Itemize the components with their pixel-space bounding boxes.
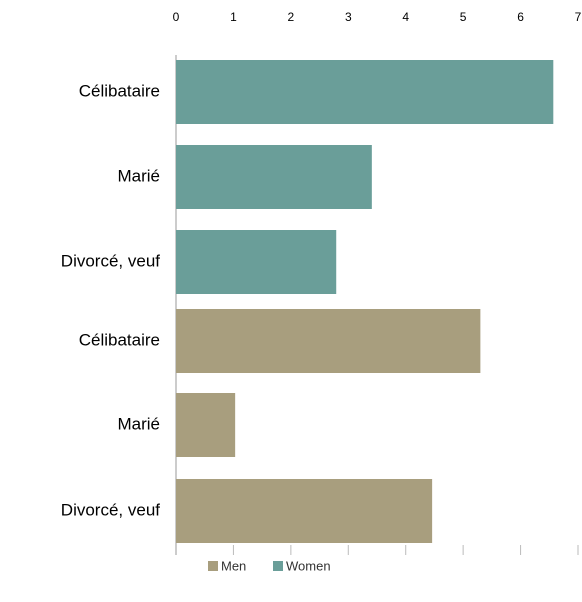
x-tick-label: 2 <box>288 10 295 24</box>
y-tick-label: Célibataire <box>79 81 160 100</box>
y-tick-label: Divorcé, veuf <box>61 251 160 270</box>
legend-label: Women <box>286 558 331 573</box>
legend-swatch <box>208 561 218 571</box>
x-tick-label: 0 <box>173 10 180 24</box>
x-tick-label: 5 <box>460 10 467 24</box>
y-tick-label: Marié <box>117 414 160 433</box>
y-tick-label: Divorcé, veuf <box>61 500 160 519</box>
bar <box>176 393 236 457</box>
y-tick-label: Marié <box>117 166 160 185</box>
x-tick-label: 6 <box>517 10 524 24</box>
y-tick-label: Célibataire <box>79 330 160 349</box>
x-tick-label: 1 <box>230 10 237 24</box>
x-tick-label: 7 <box>575 10 582 24</box>
legend-label: Men <box>221 558 246 573</box>
bar <box>176 230 337 294</box>
x-tick-label: 4 <box>402 10 409 24</box>
bar <box>176 145 372 209</box>
bar <box>176 60 554 124</box>
legend-swatch <box>273 561 283 571</box>
bar <box>176 479 433 543</box>
x-tick-label: 3 <box>345 10 352 24</box>
bar <box>176 309 481 373</box>
